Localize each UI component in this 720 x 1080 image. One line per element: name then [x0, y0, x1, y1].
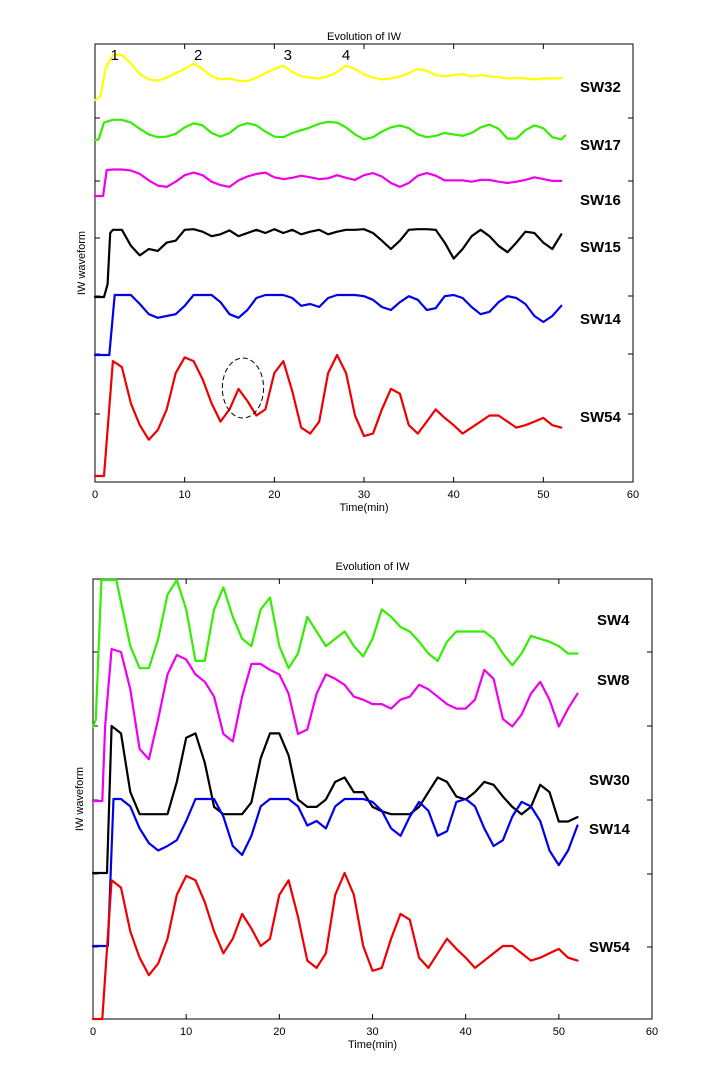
- series-line-sw30: [91, 724, 579, 875]
- series-label-sw16: SW16: [580, 192, 621, 209]
- peak-annotation-4: 4: [342, 47, 350, 64]
- series-line-sw54: [93, 353, 563, 478]
- highlight-ellipse: [221, 357, 265, 419]
- x-tick-label: 0: [92, 489, 98, 501]
- x-tick-label: 30: [358, 489, 370, 501]
- x-tick-label: 50: [537, 489, 549, 501]
- x-tick-label: 60: [627, 489, 639, 501]
- series-label-sw17: SW17: [580, 137, 621, 154]
- peak-annotation-1: 1: [111, 47, 119, 64]
- x-tick-label: 40: [448, 489, 460, 501]
- x-axis-label: Time(min): [339, 502, 388, 514]
- peak-annotation-2: 2: [194, 47, 202, 64]
- series-label-sw54: SW54: [589, 939, 631, 956]
- series-label-sw15: SW15: [580, 239, 621, 256]
- peak-annotation-3: 3: [284, 47, 292, 64]
- series-label-sw14: SW14: [580, 311, 622, 328]
- x-axis-label: Time(min): [348, 1039, 397, 1051]
- series-label-sw4: SW4: [597, 612, 630, 629]
- chart-title: Evolution of IW: [336, 561, 411, 573]
- y-axis-label: IW waveform: [76, 231, 88, 295]
- series-line-sw32: [93, 53, 563, 102]
- series-line-sw14: [93, 293, 563, 357]
- x-tick-label: 30: [366, 1026, 378, 1038]
- plot-frame: [92, 578, 653, 1020]
- x-tick-label: 40: [460, 1026, 472, 1038]
- x-tick-label: 10: [179, 489, 191, 501]
- series-line-sw4: [91, 578, 579, 729]
- chart-title: Evolution of IW: [327, 31, 402, 43]
- series-label-sw14: SW14: [589, 821, 631, 838]
- series-label-sw30: SW30: [589, 772, 630, 789]
- x-tick-label: 20: [268, 489, 280, 501]
- series-line-sw15: [93, 228, 563, 299]
- series-line-sw16: [93, 168, 563, 198]
- chart-panel-2: Evolution of IW 0 10 20 30 40 50 60 Time(min) IW …: [74, 561, 658, 1051]
- series-line-sw14: [91, 797, 579, 948]
- series-label-sw8: SW8: [597, 672, 630, 689]
- x-tick-label: 10: [180, 1026, 192, 1038]
- x-tick-label: 0: [90, 1026, 96, 1038]
- series-label-sw54: SW54: [580, 409, 622, 426]
- plot-frame: [94, 43, 634, 483]
- x-tick-label: 50: [553, 1026, 565, 1038]
- x-tick-label: 20: [273, 1026, 285, 1038]
- series-line-sw8: [91, 647, 579, 803]
- series-label-sw32: SW32: [580, 79, 621, 96]
- series-line-sw17: [93, 118, 566, 142]
- x-tick-label: 60: [646, 1026, 658, 1038]
- y-axis-label: IW waveform: [74, 767, 86, 831]
- series-line-sw54: [91, 871, 579, 1021]
- chart-panel-1: Evolution of IW 0 10 20 30 40 50 60 Time(min) IW …: [76, 31, 639, 514]
